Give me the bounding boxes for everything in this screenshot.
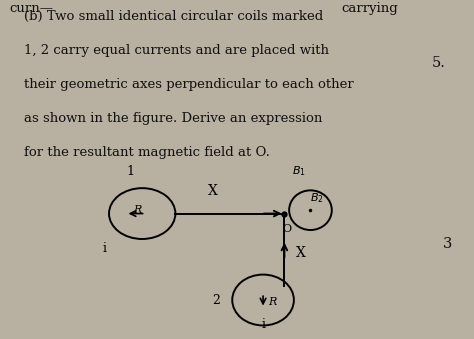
Text: O: O [282,224,292,234]
Text: i: i [261,318,265,331]
Text: X: X [296,245,306,260]
Text: 1, 2 carry equal currents and are placed with: 1, 2 carry equal currents and are placed… [24,44,328,57]
Text: X: X [209,184,218,198]
Text: curn—: curn— [9,2,54,15]
Text: 5.: 5. [431,56,445,70]
Text: 3: 3 [443,237,453,251]
Text: carrying: carrying [341,2,398,15]
Text: R: R [133,205,142,215]
Text: $B_2$: $B_2$ [310,192,324,205]
Text: as shown in the figure. Derive an expression: as shown in the figure. Derive an expres… [24,112,322,125]
Text: for the resultant magnetic field at O.: for the resultant magnetic field at O. [24,146,270,159]
Text: 2: 2 [212,294,220,306]
Text: (b) Two small identical circular coils marked: (b) Two small identical circular coils m… [24,10,323,23]
Text: R: R [268,297,276,307]
Text: i: i [102,242,106,255]
Text: $B_1$: $B_1$ [292,164,305,178]
Text: their geometric axes perpendicular to each other: their geometric axes perpendicular to ea… [24,78,354,91]
Text: 1: 1 [127,165,134,178]
